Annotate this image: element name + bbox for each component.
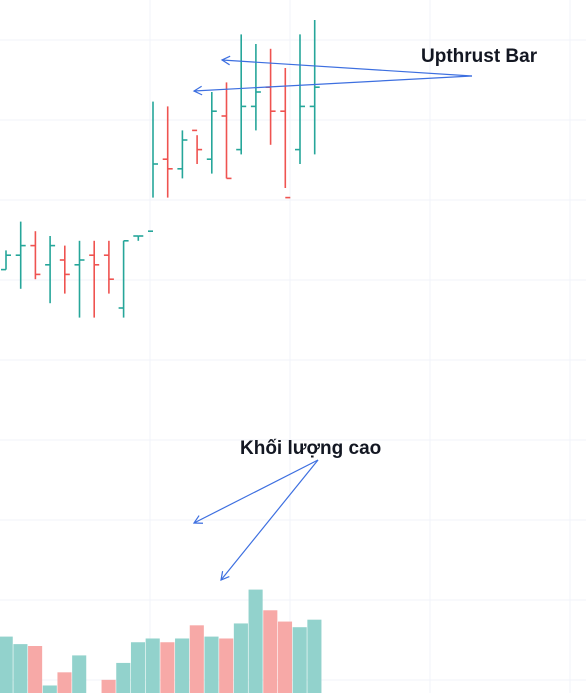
arrow-head bbox=[220, 571, 230, 581]
volume-bar bbox=[57, 672, 72, 693]
volume-bar bbox=[219, 638, 234, 693]
annotation-upthrust-bar: Upthrust Bar bbox=[421, 46, 538, 67]
volume-bar bbox=[307, 619, 322, 693]
volume-bar bbox=[116, 662, 131, 693]
price-bars bbox=[1, 20, 320, 318]
volume-bar bbox=[130, 642, 146, 693]
arrow-head bbox=[192, 85, 203, 96]
volume-bar bbox=[13, 644, 28, 693]
annotation-arrows bbox=[192, 55, 473, 581]
arrow-line bbox=[221, 59, 473, 77]
volume-bar bbox=[145, 638, 160, 693]
volume-bar bbox=[42, 685, 57, 693]
volume-bar bbox=[28, 646, 43, 693]
volume-bar bbox=[189, 625, 204, 693]
arrow-line bbox=[193, 459, 319, 524]
volume-bars bbox=[0, 589, 322, 693]
volume-bar bbox=[72, 655, 87, 693]
arrow-head bbox=[220, 55, 231, 66]
volume-bar bbox=[277, 621, 293, 693]
volume-bar bbox=[292, 627, 307, 693]
arrow-line bbox=[220, 459, 319, 581]
volume-bar bbox=[0, 636, 13, 693]
arrow-line bbox=[193, 75, 473, 92]
arrow-head bbox=[192, 515, 204, 524]
annotation-high-volume: Khối lượng cao bbox=[240, 438, 381, 459]
volume-bar bbox=[160, 642, 175, 693]
volume-bar bbox=[233, 623, 248, 693]
volume-bar bbox=[175, 638, 190, 693]
volume-bar bbox=[204, 636, 219, 693]
volume-bar bbox=[248, 589, 263, 693]
volume-bar bbox=[101, 679, 116, 693]
volume-bar bbox=[263, 610, 278, 693]
